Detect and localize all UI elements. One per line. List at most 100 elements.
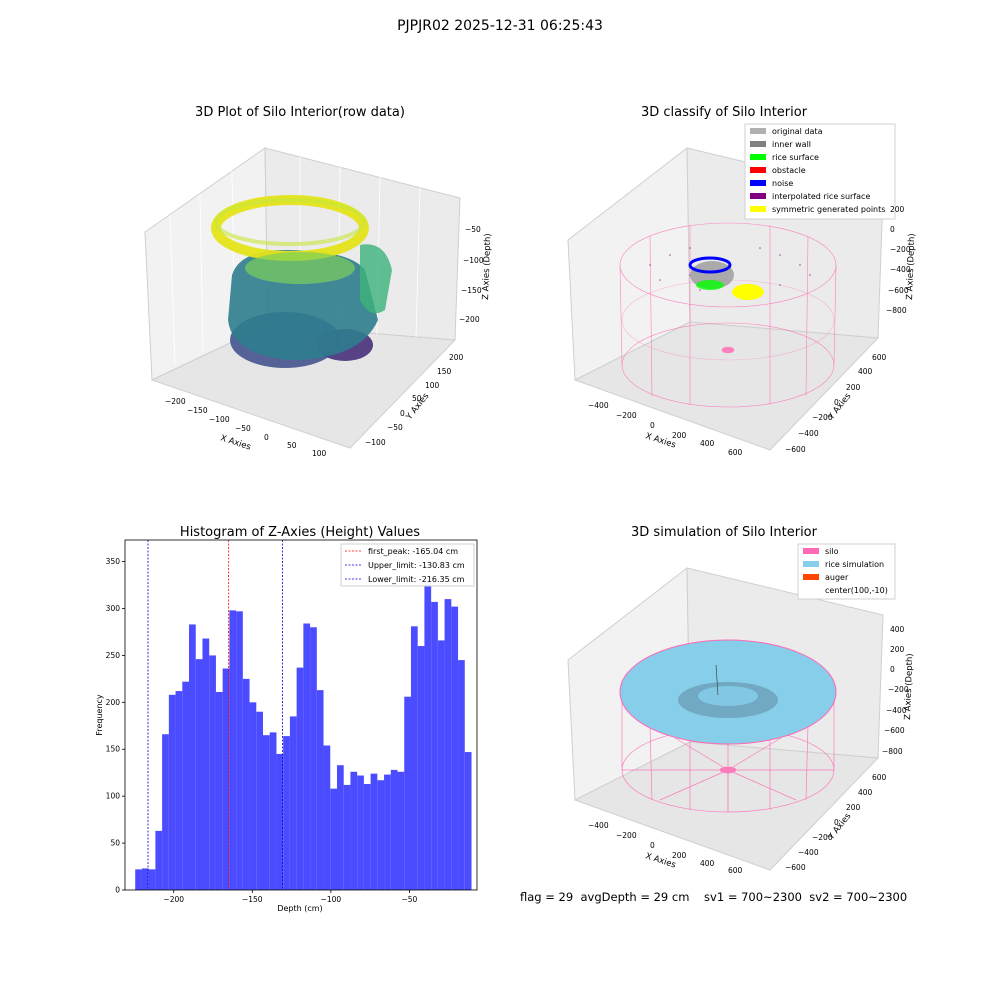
svg-text:200: 200 (449, 353, 464, 362)
svg-text:100: 100 (425, 381, 440, 390)
svg-text:−50: −50 (235, 424, 251, 433)
legend-swatch (750, 154, 766, 160)
svg-text:−200: −200 (165, 397, 186, 406)
histogram-bar (330, 788, 337, 890)
svg-text:−200: −200 (888, 685, 909, 694)
svg-text:interpolated rice surface: interpolated rice surface (772, 192, 870, 201)
svg-text:−800: −800 (882, 747, 903, 756)
histogram-bar (162, 734, 169, 890)
svg-text:−50: −50 (465, 225, 481, 234)
y-tick-label: 100 (106, 792, 121, 801)
z-axis-ticks: 200 0 −200 −400 −600 −800 (886, 205, 911, 315)
svg-text:−200: −200 (812, 413, 833, 422)
histogram-bar (249, 702, 257, 890)
histogram-bar (357, 775, 364, 890)
svg-text:original data: original data (772, 127, 823, 136)
svg-text:600: 600 (728, 866, 743, 875)
status-footer: flag = 29 avgDepth = 29 cm sv1 = 700~230… (520, 890, 908, 904)
y-tick-label: 150 (106, 745, 121, 754)
svg-text:−600: −600 (785, 445, 806, 454)
svg-text:−200: −200 (812, 833, 833, 842)
histogram-bar (310, 627, 317, 890)
plot-frame (124, 539, 478, 891)
legend-swatch (803, 561, 819, 567)
legend: silo rice simulation auger center(100,-1… (797, 543, 896, 600)
histogram-bar (437, 640, 445, 890)
svg-text:−100: −100 (463, 256, 484, 265)
svg-text:200: 200 (846, 383, 861, 392)
chart-title: 3D simulation of Silo Interior (631, 525, 818, 540)
svg-text:50: 50 (412, 394, 422, 403)
silo-wireframe (621, 692, 835, 813)
svg-text:−100: −100 (365, 438, 386, 447)
svg-text:0: 0 (400, 409, 405, 418)
histogram-bar (404, 696, 411, 890)
z-axis-label: Z Axies (Depth) (481, 233, 493, 300)
z-axis-ticks: −50 −100 −150 −200 (459, 225, 484, 324)
histogram-bar (303, 623, 311, 890)
svg-text:400: 400 (700, 859, 715, 868)
svg-text:−400: −400 (588, 821, 609, 830)
z-axis-ticks: 400 200 0 −200 −400 −600 −800 (882, 625, 909, 756)
svg-text:600: 600 (872, 353, 887, 362)
svg-text:400: 400 (890, 625, 905, 634)
histogram-bar (195, 659, 203, 890)
y-tick-label: 50 (110, 839, 120, 848)
histogram-bar (431, 601, 438, 890)
x-tick-label: −150 (242, 895, 263, 904)
svg-text:−800: −800 (886, 306, 907, 315)
histogram-bar (209, 655, 216, 890)
y-tick-label: 250 (106, 651, 121, 660)
legend-swatch (750, 167, 766, 173)
y-axis-ticks: 200 150 100 50 0 −50 −100 (365, 353, 464, 447)
histogram-bar (276, 753, 284, 890)
svg-text:−400: −400 (798, 429, 819, 438)
histogram-bar (189, 624, 196, 890)
simulation-3d-plot: 3D simulation of Silo Interior silo rice… (567, 525, 915, 875)
svg-text:−200: −200 (616, 411, 637, 420)
svg-text:−400: −400 (886, 706, 907, 715)
histogram-bar (451, 606, 459, 890)
svg-text:symmetric generated points: symmetric generated points (772, 205, 885, 214)
x-axis-label: Depth (cm) (277, 904, 322, 913)
histogram-bar (343, 784, 351, 890)
svg-text:600: 600 (872, 773, 887, 782)
svg-text:50: 50 (287, 441, 297, 450)
y-axis-ticks: 600 400 200 0 −200 −400 −600 (785, 773, 887, 872)
svg-text:0: 0 (834, 818, 839, 827)
z-axis-label: Z Axies (Depth) (903, 653, 915, 720)
svg-text:0: 0 (650, 841, 655, 850)
svg-text:−200: −200 (890, 245, 911, 254)
histogram-bar (410, 626, 418, 890)
svg-text:400: 400 (858, 788, 873, 797)
histogram-bar (135, 869, 142, 890)
raw-data-3d-plot: 3D Plot of Silo Interior(row data) −200 … (144, 105, 493, 458)
y-tick-label: 350 (106, 557, 121, 566)
svg-text:0: 0 (834, 398, 839, 407)
legend-swatch (803, 548, 819, 554)
z-axis-label: Z Axies (Depth) (905, 233, 917, 300)
svg-text:0: 0 (264, 433, 269, 442)
svg-text:400: 400 (858, 367, 873, 376)
interpolated-surface-dots (649, 247, 811, 296)
histogram-bar (256, 711, 264, 890)
svg-text:200: 200 (672, 851, 687, 860)
histogram-bar (202, 638, 210, 890)
svg-text:silo: silo (825, 547, 839, 556)
svg-text:center(100,-10): center(100,-10) (825, 586, 888, 595)
histogram-bar (323, 745, 331, 890)
histogram-bar (350, 771, 358, 890)
legend-swatch (750, 193, 766, 199)
legend-label: first_peak: -165.04 cm (368, 547, 458, 556)
y-axis-ticks: 600 400 200 0 −200 −400 −600 (785, 353, 887, 454)
chart-title: 3D Plot of Silo Interior(row data) (195, 105, 405, 120)
x-axis-ticks: −400 −200 0 200 400 600 (588, 401, 743, 457)
histogram-bar (424, 580, 432, 890)
histogram-bar (363, 783, 371, 890)
histogram-bar (148, 869, 156, 890)
figure-title: PJPJR02 2025-12-31 06:25:43 (397, 18, 603, 34)
histogram-bar (215, 692, 223, 890)
x-axis-label: X Axies (219, 433, 252, 452)
x-axis-ticks: −200 −150 −100 −50 0 50 100 (165, 397, 327, 458)
histogram-bar (182, 681, 190, 890)
